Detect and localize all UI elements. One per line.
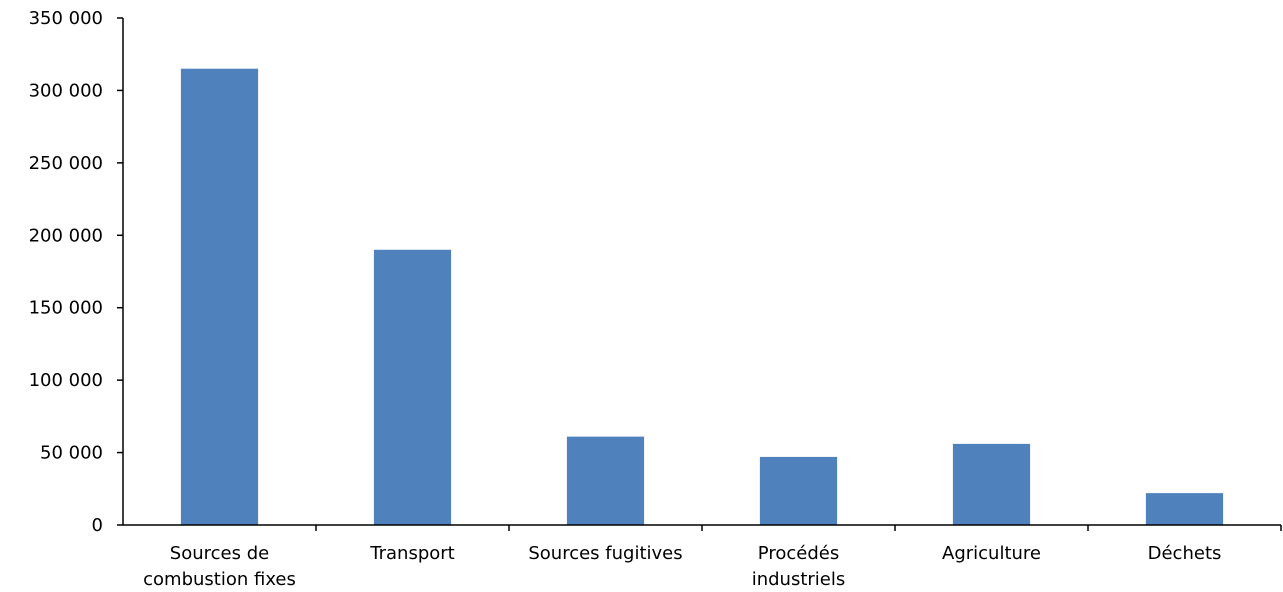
y-tick-label: 0 — [92, 515, 103, 536]
y-tick-label: 200 000 — [29, 225, 103, 246]
bar — [952, 443, 1031, 525]
x-category-label: Agriculture — [942, 543, 1041, 564]
bar — [373, 249, 452, 525]
x-axis-labels: Sources de combustion fixes Transport Sourc… — [143, 525, 1282, 590]
bar — [1145, 493, 1224, 525]
x-category-label: Sources de combustion fixes — [143, 543, 296, 590]
x-category-label: Procédés industriels — [752, 543, 846, 590]
bar — [180, 68, 259, 525]
y-tick-label: 100 000 — [29, 370, 103, 391]
x-category-label: Sources fugitives — [528, 543, 682, 564]
y-tick-label: 50 000 — [40, 443, 103, 464]
y-axis-ticks: 0 50 000 100 000 150 000 200 000 250 000 300 0… — [29, 8, 123, 536]
bar — [759, 456, 838, 525]
x-category-label: Transport — [369, 543, 454, 564]
y-tick-label: 350 000 — [29, 8, 103, 29]
x-category-label: Déchets — [1148, 543, 1222, 564]
y-tick-label: 150 000 — [29, 298, 103, 319]
bar — [566, 436, 645, 525]
bars — [180, 68, 1224, 525]
y-tick-label: 300 000 — [29, 80, 103, 101]
y-tick-label: 250 000 — [29, 153, 103, 174]
